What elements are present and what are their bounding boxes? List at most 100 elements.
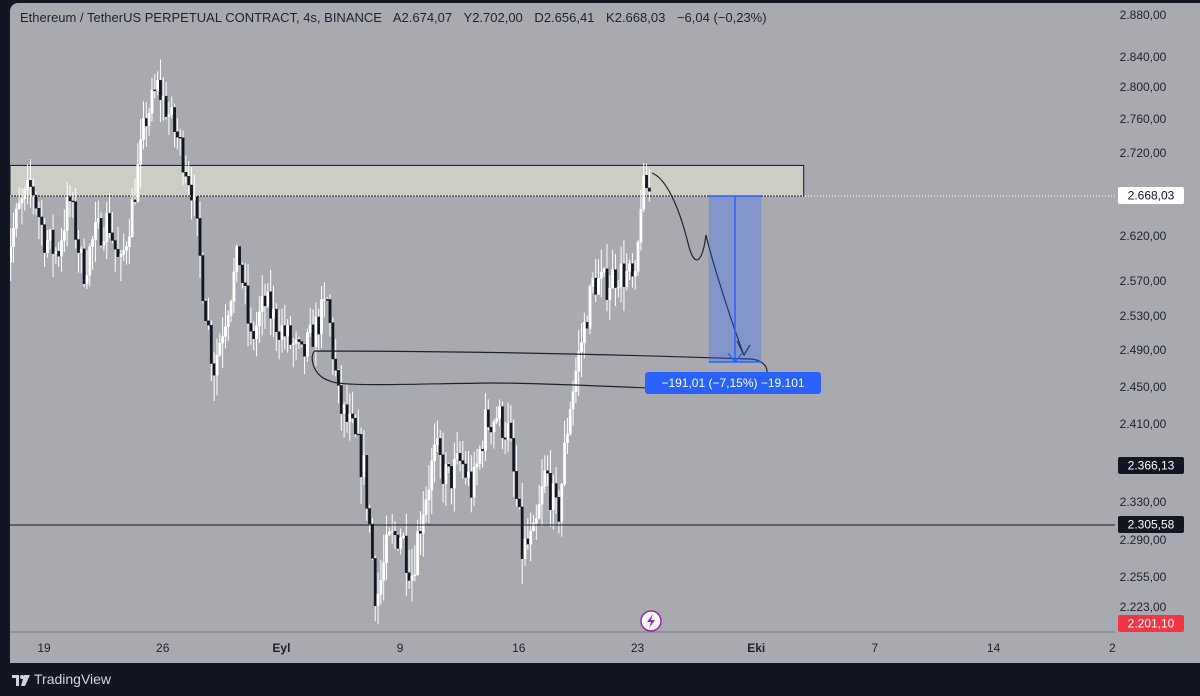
candle-body [209,324,213,364]
candle-body [57,251,61,257]
candle-body [82,248,86,284]
change-value: −6,04 (−0,23%) [677,10,767,25]
measure-label-box [645,372,822,395]
candle-body [184,172,188,177]
candle-body [192,195,196,201]
candle-body [74,201,78,240]
candle-body [23,189,27,199]
candle-body [475,463,479,468]
y-tick-label: 2.450,00 [1120,380,1167,394]
candle-body [455,452,459,460]
level-1-badge: 2.366,13 [1118,457,1184,474]
candle-body [224,326,227,337]
candle-body [43,224,46,253]
candle-body [498,406,501,419]
candle-body [554,483,558,498]
candle-body [619,263,623,288]
y-tick-label: 2.255,00 [1120,570,1167,584]
event-marker[interactable] [640,610,662,632]
current-price-badge: 2.668,03 [1118,187,1184,204]
candle-body [235,246,239,273]
candle-body [277,331,281,340]
candle-body [379,580,383,595]
candle-body [297,339,301,342]
candle-body [354,417,357,435]
candle-body [365,454,369,509]
candle-body [187,176,191,186]
candle-body [147,112,151,127]
resistance-zone-rect[interactable] [10,164,805,197]
candle-body [127,236,131,247]
candle-body [286,325,290,337]
candle-body [108,213,111,234]
candle-body [266,291,270,307]
candle-body [591,277,595,287]
candle-body [144,118,148,127]
candle-body [178,137,182,139]
candle-body [540,486,544,505]
candle-body [60,240,63,257]
y-tick-label: 2.330,00 [1120,495,1167,509]
candle-body [560,484,564,522]
candle-body [291,343,295,345]
candle-body [116,249,120,257]
candle-body [616,286,620,289]
candle-body [396,534,400,549]
candle-body [226,315,230,327]
candle-body [532,522,535,531]
candle-body [523,538,527,559]
chart-panel: −191,01 (−7,15%) −19.101 2.880,00 2.840,0… [10,3,1200,663]
candle-body [387,531,391,535]
low-price-badge: 2.201,10 [1118,615,1184,632]
tradingview-brand[interactable]: TradingView [34,671,112,687]
x-tick-label: 7 [872,641,879,655]
y-tick-label: 2.290,00 [1120,533,1167,547]
candle-body [373,558,377,607]
y-tick-label: 2.720,00 [1120,146,1167,160]
candle-body [280,325,284,340]
tradingview-logo-icon[interactable] [12,672,30,688]
candle-body [501,406,504,438]
candle-body [173,107,176,132]
candle-body [68,196,72,202]
candle-body [464,463,468,478]
candle-body [639,208,643,243]
candle-body [642,175,646,210]
measure-arrowhead [727,352,743,364]
candle-body [399,537,403,549]
candle-body [517,498,521,508]
candle-body [105,213,109,243]
candle-body [255,325,258,339]
lightning-icon [647,614,655,628]
candle-body [139,139,143,165]
x-tick-label: 14 [987,641,1001,655]
candle-body [585,322,589,329]
level-2-value: 2.305,58 [1128,518,1175,532]
candle-body [393,531,397,536]
candle-body [201,255,205,302]
candle-body [34,194,38,209]
candle-body [314,316,318,347]
candle-body [503,437,507,440]
candle-body [306,332,309,357]
candle-body [602,268,606,273]
candle-body [246,285,250,324]
candle-body [614,269,617,288]
candle-body [164,95,168,117]
y-tick-label: 2.570,00 [1120,274,1167,288]
candle-body [597,278,600,295]
price-chart[interactable]: −191,01 (−7,15%) −19.101 2.880,00 2.840,0… [10,3,1200,663]
candle-body [404,535,408,573]
candle-body [427,489,431,500]
candle-body [85,274,89,284]
candle-body [325,299,329,301]
candle-body [546,470,550,474]
candle-body [371,523,374,559]
low-price-value: 2.201,10 [1128,617,1175,631]
high-label: Y [464,10,473,25]
candle-body [99,218,103,246]
candle-body [345,404,349,422]
candle-body [402,535,405,539]
candle-body [574,371,578,393]
candle-body [31,186,35,196]
